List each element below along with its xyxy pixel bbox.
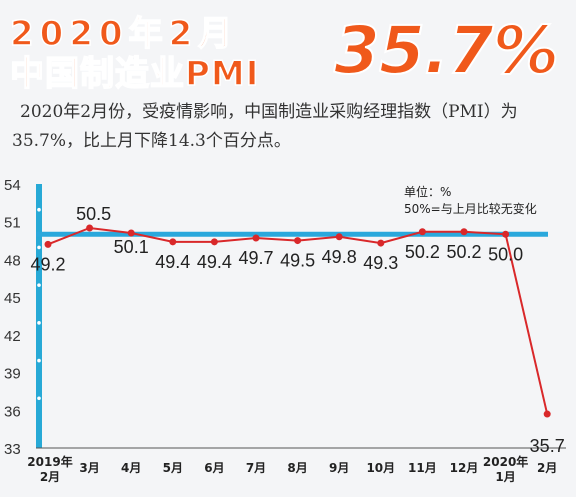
data-label: 35.7	[530, 436, 565, 456]
data-point	[335, 233, 343, 241]
data-point	[210, 238, 218, 246]
x-tick-label: 4月	[121, 461, 141, 475]
data-point	[86, 224, 94, 232]
x-tick-label: 6月	[204, 461, 224, 475]
data-point	[169, 238, 177, 246]
data-label: 50.0	[488, 244, 523, 264]
data-label: 49.7	[238, 248, 273, 268]
y-tick-label: 51	[4, 215, 21, 232]
x-tick-label: 2019年 2月	[27, 454, 72, 484]
data-label: 50.2	[446, 242, 481, 262]
x-tick-label: 11月	[408, 461, 437, 475]
y-tick-label: 33	[4, 441, 21, 458]
y-tick-label: 45	[4, 290, 21, 307]
band-dot	[37, 207, 41, 212]
data-label: 49.8	[322, 247, 357, 267]
y-tick-label: 39	[4, 366, 21, 383]
data-point	[127, 229, 135, 237]
data-label: 50.2	[405, 242, 440, 262]
y-tick-label: 42	[4, 328, 21, 345]
title-line-2: 中国制造业PMI	[9, 53, 260, 95]
data-point	[418, 228, 426, 236]
data-point	[543, 410, 551, 418]
unit-note: 单位：%	[404, 184, 451, 199]
data-label: 49.4	[197, 252, 232, 272]
band-dot	[37, 396, 41, 401]
reference-note: 50%=与上月比较无变化	[404, 201, 537, 216]
description: 2020年2月份，受疫情影响，中国制造业采购经理指数（PMI）为35.7%，比上…	[12, 102, 518, 151]
x-tick-label: 2020年 1月	[483, 454, 528, 484]
data-label: 49.5	[280, 251, 315, 271]
data-point	[44, 240, 52, 248]
data-point	[460, 228, 468, 236]
data-label: 50.5	[76, 204, 111, 224]
y-axis-band	[36, 184, 42, 448]
headline-value: 35.7%	[333, 11, 560, 90]
x-tick-label: 9月	[329, 461, 349, 475]
pmi-line-chart: 54 51 48 45 42 39 36 33 49.2 50.550.1 49.4 49.4 49.7…	[4, 177, 566, 484]
band-dot	[37, 245, 41, 250]
data-label: 50.1	[114, 237, 149, 257]
data-label: 49.3	[363, 253, 398, 273]
x-tick-label: 10月	[366, 461, 395, 475]
band-dot	[37, 283, 41, 287]
y-tick-label: 36	[4, 403, 21, 420]
y-tick-label: 48	[4, 252, 21, 269]
data-point	[294, 237, 302, 245]
x-tick-label: 7月	[246, 461, 266, 475]
x-tick-label: 2月	[537, 461, 557, 475]
band-dot	[37, 321, 41, 325]
x-tick-label: 3月	[79, 461, 99, 475]
x-tick-label: 8月	[287, 461, 307, 475]
title-line-1: 2020年2月	[9, 13, 239, 55]
band-dot	[37, 358, 41, 363]
data-point	[252, 234, 260, 242]
data-point	[377, 239, 385, 247]
y-tick-label: 54	[4, 177, 21, 194]
data-label: 49.4	[155, 252, 190, 272]
data-label: 49.2	[30, 254, 65, 274]
header: 2020年2月 中国制造业PMI 35.7%	[0, 0, 576, 95]
x-tick-label: 5月	[163, 461, 183, 475]
x-tick-label: 12月	[450, 461, 479, 475]
data-point	[502, 230, 510, 238]
